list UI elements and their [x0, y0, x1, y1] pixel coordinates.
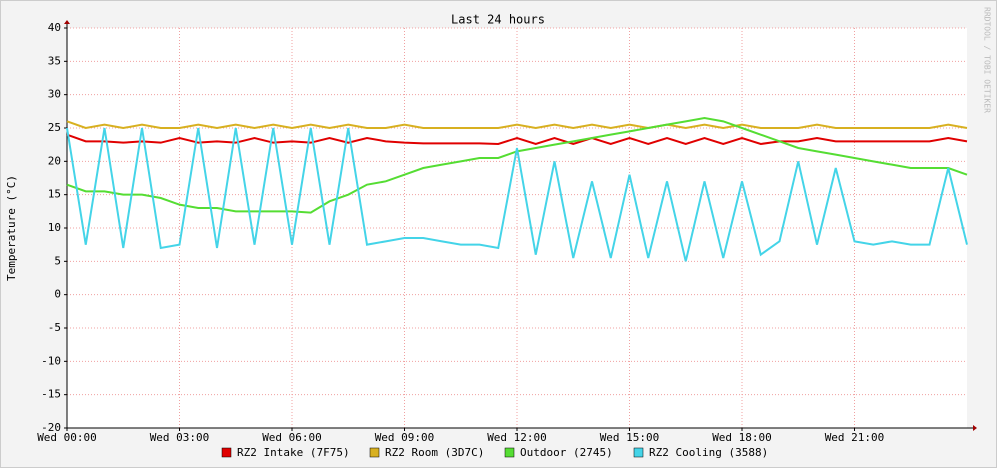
legend-label: RZ2 Intake (7F75) — [237, 446, 350, 459]
y-tick-label: 10 — [48, 221, 61, 234]
x-tick-label: Wed 15:00 — [600, 431, 660, 444]
y-tick-label: -5 — [48, 321, 61, 334]
legend-label: RZ2 Room (3D7C) — [385, 446, 484, 459]
x-tick-label: Wed 18:00 — [712, 431, 772, 444]
legend-swatch — [504, 447, 515, 458]
y-tick-label: 0 — [54, 288, 61, 301]
x-tick-label: Wed 21:00 — [825, 431, 885, 444]
legend-swatch — [221, 447, 232, 458]
x-tick-label: Wed 00:00 — [37, 431, 97, 444]
series-line — [66, 120, 968, 130]
y-tick-label: -10 — [41, 354, 61, 367]
watermark: RRDTOOL / TOBI OETIKER — [983, 7, 992, 113]
series-line — [66, 133, 968, 146]
y-tick-label: 35 — [48, 54, 61, 67]
x-tick-label: Wed 12:00 — [487, 431, 547, 444]
legend-swatch — [369, 447, 380, 458]
y-tick-label: 20 — [48, 154, 61, 167]
legend-label: Outdoor (2745) — [520, 446, 613, 459]
legend-label: RZ2 Cooling (3588) — [649, 446, 768, 459]
y-tick-label: -15 — [41, 388, 61, 401]
y-tick-label: 30 — [48, 88, 61, 101]
x-tick-label: Wed 06:00 — [262, 431, 322, 444]
y-arrow — [64, 20, 70, 24]
legend-swatch — [633, 447, 644, 458]
chart-title: Last 24 hours — [451, 13, 545, 27]
x-arrow — [973, 425, 977, 431]
x-tick-label: Wed 09:00 — [375, 431, 435, 444]
y-tick-label: 40 — [48, 21, 61, 34]
y-tick-label: 5 — [54, 254, 61, 267]
y-tick-label: 15 — [48, 188, 61, 201]
y-tick-label: 25 — [48, 121, 61, 134]
series-line — [66, 127, 968, 262]
y-tick-label: -20 — [41, 421, 61, 434]
x-tick-label: Wed 03:00 — [150, 431, 210, 444]
y-axis-label: Temperature (°C) — [5, 175, 18, 281]
